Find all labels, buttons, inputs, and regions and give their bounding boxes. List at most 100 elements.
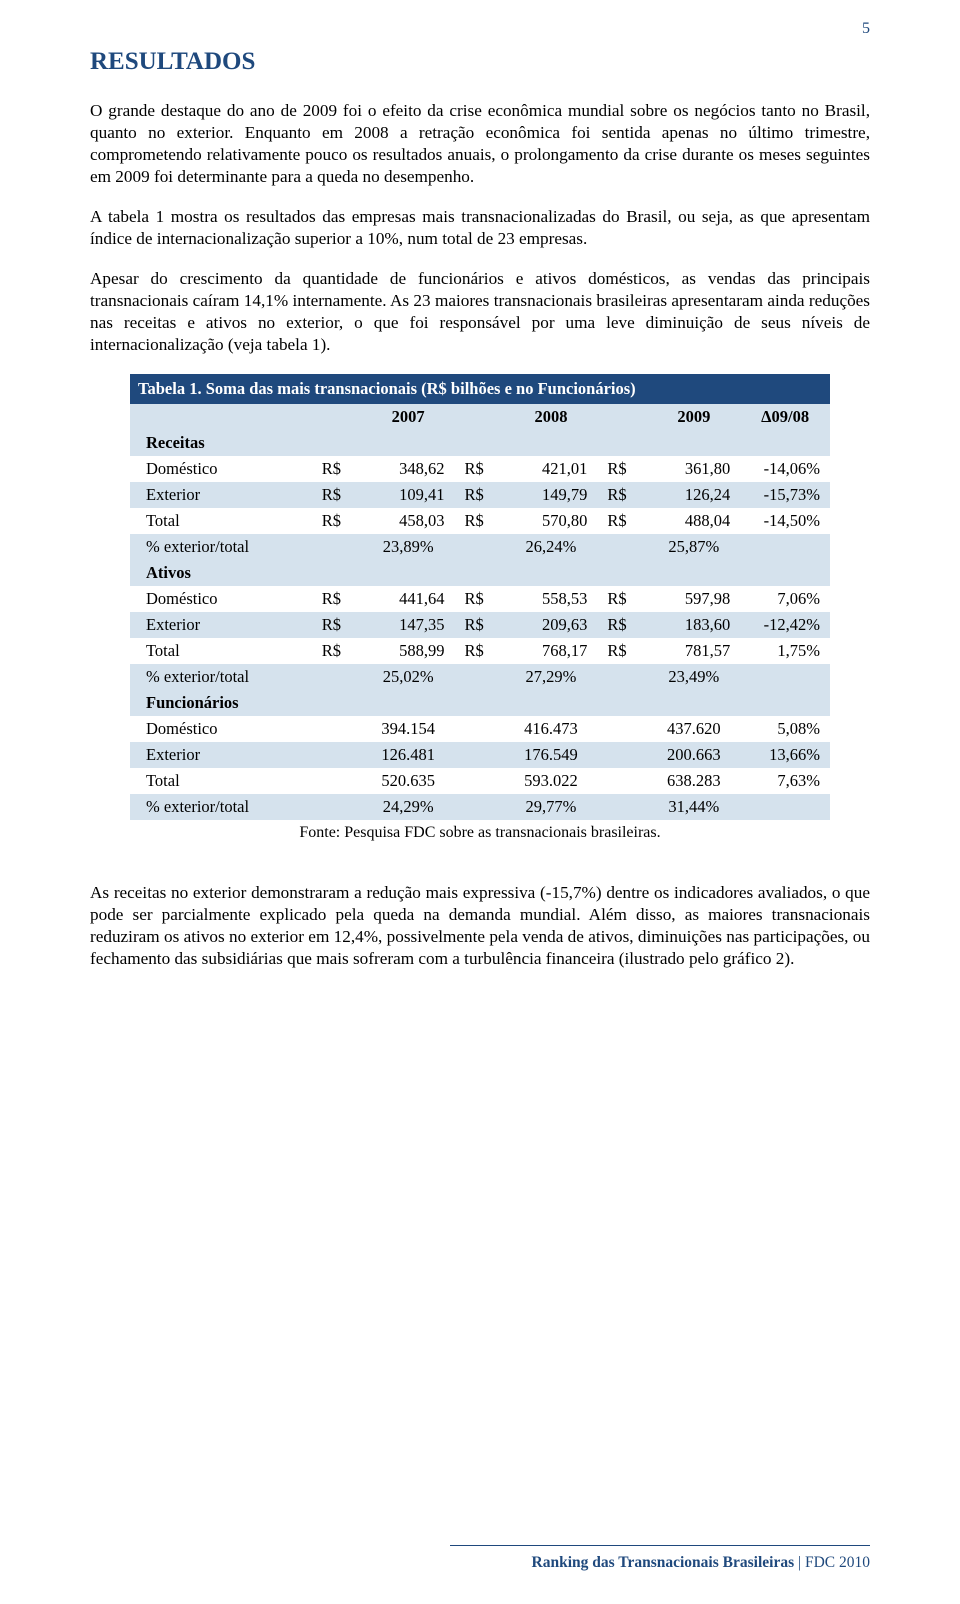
cell-value: 416.473 — [509, 716, 602, 742]
paragraph-3: Apesar do crescimento da quantidade de f… — [90, 268, 870, 356]
currency-label: R$ — [459, 638, 509, 664]
currency-label — [601, 768, 651, 794]
currency-label: R$ — [316, 586, 366, 612]
cell-value: 437.620 — [651, 716, 744, 742]
cell-value: 126.481 — [366, 742, 459, 768]
table-row: Doméstico 394.154 416.473 437.6205,08% — [130, 716, 830, 742]
currency-label: R$ — [601, 456, 651, 482]
table-row: ExteriorR$109,41R$149,79R$126,24-15,73% — [130, 482, 830, 508]
cell-delta — [744, 534, 830, 560]
paragraph-4: As receitas no exterior demonstraram a r… — [90, 882, 870, 970]
currency-label — [316, 716, 366, 742]
currency-label: R$ — [316, 638, 366, 664]
currency-label — [601, 742, 651, 768]
table-header-spacer — [316, 404, 366, 430]
currency-label: R$ — [316, 456, 366, 482]
table-row: ExteriorR$147,35R$209,63R$183,60-12,42% — [130, 612, 830, 638]
table-row: Total520.635593.022638.2837,63% — [130, 768, 830, 794]
table-1-container: Tabela 1. Soma das mais transnacionais (… — [130, 374, 830, 842]
table-row: TotalR$588,99R$768,17R$781,571,75% — [130, 638, 830, 664]
cell-delta: -12,42% — [744, 612, 830, 638]
cell-delta: -14,50% — [744, 508, 830, 534]
cell-delta: 1,75% — [744, 638, 830, 664]
cell-delta — [744, 664, 830, 690]
table-header-blank — [130, 404, 316, 430]
table-row: DomésticoR$348,62R$421,01R$361,80-14,06% — [130, 456, 830, 482]
cell-value: 348,62 — [366, 456, 459, 482]
row-label: Doméstico — [130, 716, 316, 742]
paragraph-1: O grande destaque do ano de 2009 foi o e… — [90, 100, 870, 188]
table-1: Tabela 1. Soma das mais transnacionais (… — [130, 374, 830, 820]
cell-value: 558,53 — [509, 586, 602, 612]
currency-label: R$ — [459, 612, 509, 638]
table-row-pct: % exterior/total23,89%26,24%25,87% — [130, 534, 830, 560]
table-section-header: Receitas — [130, 430, 830, 456]
row-label: Total — [130, 638, 316, 664]
cell-spacer — [459, 794, 509, 820]
currency-label — [459, 768, 509, 794]
cell-value: 421,01 — [509, 456, 602, 482]
row-label: Exterior — [130, 742, 316, 768]
cell-delta: -14,06% — [744, 456, 830, 482]
cell-delta: 5,08% — [744, 716, 830, 742]
currency-label — [459, 742, 509, 768]
cell-spacer — [316, 794, 366, 820]
cell-value: 597,98 — [651, 586, 744, 612]
cell-value: 200.663 — [651, 742, 744, 768]
currency-label: R$ — [316, 508, 366, 534]
row-label: Doméstico — [130, 586, 316, 612]
currency-label — [316, 768, 366, 794]
currency-label — [316, 742, 366, 768]
table-row-pct: % exterior/total25,02%27,29%23,49% — [130, 664, 830, 690]
cell-value: 768,17 — [509, 638, 602, 664]
cell-value: 570,80 — [509, 508, 602, 534]
cell-delta: 7,06% — [744, 586, 830, 612]
table-header-spacer — [459, 404, 509, 430]
cell-value: 520.635 — [366, 768, 459, 794]
currency-label: R$ — [459, 456, 509, 482]
cell-value: 176.549 — [509, 742, 602, 768]
table-header-spacer — [601, 404, 651, 430]
table-header-year: 2009 — [651, 404, 744, 430]
table-source: Fonte: Pesquisa FDC sobre as transnacion… — [130, 824, 830, 842]
cell-value: 183,60 — [651, 612, 744, 638]
cell-value: 488,04 — [651, 508, 744, 534]
cell-value: 588,99 — [366, 638, 459, 664]
cell-value: 149,79 — [509, 482, 602, 508]
cell-spacer — [601, 534, 651, 560]
row-label: % exterior/total — [130, 534, 316, 560]
cell-value: 23,49% — [651, 664, 744, 690]
table-header-year: 2008 — [509, 404, 602, 430]
row-label: Total — [130, 768, 316, 794]
cell-value: 593.022 — [509, 768, 602, 794]
cell-spacer — [601, 794, 651, 820]
cell-value: 394.154 — [366, 716, 459, 742]
currency-label: R$ — [601, 612, 651, 638]
currency-label: R$ — [459, 586, 509, 612]
cell-delta — [744, 794, 830, 820]
currency-label: R$ — [316, 612, 366, 638]
cell-value: 109,41 — [366, 482, 459, 508]
cell-value: 441,64 — [366, 586, 459, 612]
cell-value: 23,89% — [366, 534, 459, 560]
table-row: Exterior126.481176.549200.66313,66% — [130, 742, 830, 768]
cell-value: 209,63 — [509, 612, 602, 638]
cell-value: 126,24 — [651, 482, 744, 508]
table-header-year: 2007 — [366, 404, 459, 430]
section-heading: RESULTADOS — [90, 48, 870, 76]
cell-delta: -15,73% — [744, 482, 830, 508]
table-header-delta: Δ09/08 — [744, 404, 830, 430]
currency-label: R$ — [601, 482, 651, 508]
row-label: Exterior — [130, 482, 316, 508]
cell-value: 361,80 — [651, 456, 744, 482]
row-label: Total — [130, 508, 316, 534]
footer-rest: | FDC 2010 — [794, 1554, 870, 1571]
table-section-header: Funcionários — [130, 690, 830, 716]
table-section-header: Ativos — [130, 560, 830, 586]
currency-label: R$ — [316, 482, 366, 508]
cell-spacer — [459, 534, 509, 560]
row-label: Exterior — [130, 612, 316, 638]
table-row: DomésticoR$441,64R$558,53R$597,987,06% — [130, 586, 830, 612]
cell-value: 25,02% — [366, 664, 459, 690]
cell-spacer — [316, 534, 366, 560]
